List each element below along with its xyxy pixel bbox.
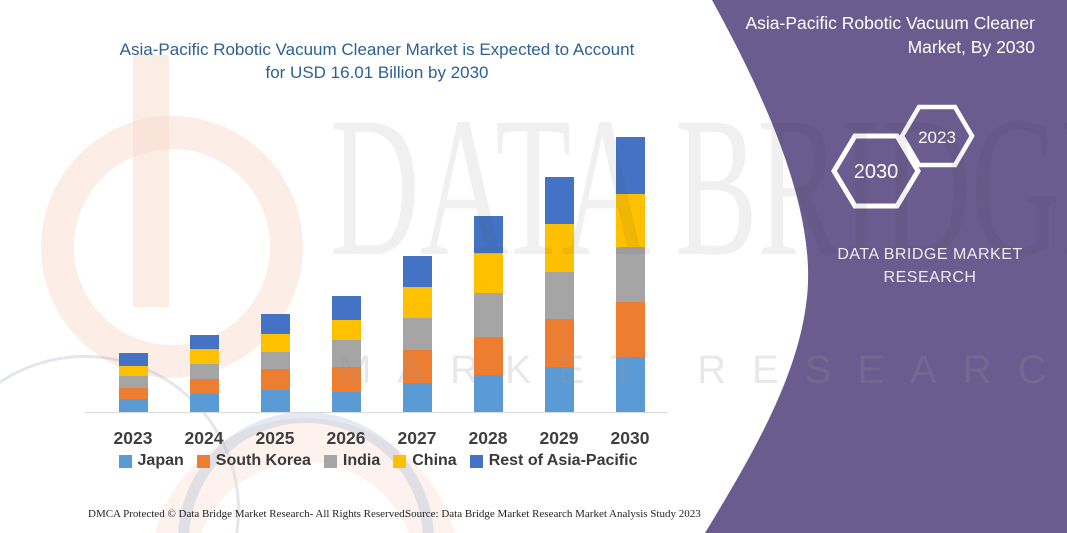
bar-segment-japan-2029 <box>544 366 574 412</box>
bar-segment-india-2030 <box>615 247 645 303</box>
brand-name-line2: RESEARCH <box>883 269 977 286</box>
bar-segment-rest-of-asia-pacific-2030 <box>615 137 645 194</box>
bar-segment-china-2030 <box>615 193 645 248</box>
bar-segment-south-korea-2024 <box>189 378 219 395</box>
legend-label-japan: Japan <box>137 452 184 469</box>
chart-title: Asia-Pacific Robotic Vacuum Cleaner Mark… <box>88 38 666 84</box>
bar-segment-india-2026 <box>331 340 361 367</box>
bar-segment-india-2027 <box>402 317 432 351</box>
bar-segment-rest-of-asia-pacific-2026 <box>331 295 361 320</box>
source-text: Source: Data Bridge Market Research Mark… <box>405 508 701 520</box>
bar-segment-rest-of-asia-pacific-2028 <box>473 215 503 254</box>
bar-segment-india-2025 <box>260 352 290 369</box>
legend-label-india: India <box>342 452 381 469</box>
legend-item-china: China <box>393 452 457 470</box>
legend-swatch-south-korea <box>196 454 210 468</box>
bar-segment-china-2026 <box>331 319 361 341</box>
x-axis-label-2023: 2023 <box>113 428 153 448</box>
legend-item-rest-of-asia-pacific: Rest of Asia-Pacific <box>469 452 638 470</box>
x-axis-label-2028: 2028 <box>468 428 508 448</box>
x-axis-label-2024: 2024 <box>184 428 224 448</box>
bar-segment-rest-of-asia-pacific-2024 <box>189 334 219 349</box>
bar-segment-china-2028 <box>473 253 503 294</box>
bar-segment-south-korea-2030 <box>615 302 645 358</box>
bar-segment-south-korea-2023 <box>118 387 148 400</box>
bar-segment-japan-2030 <box>615 357 645 412</box>
bar-segment-rest-of-asia-pacific-2025 <box>260 313 290 334</box>
bar-segment-south-korea-2027 <box>402 350 432 383</box>
legend-label-china: China <box>412 452 457 469</box>
x-axis-label-2025: 2025 <box>255 428 295 448</box>
bar-segment-rest-of-asia-pacific-2029 <box>544 177 574 225</box>
legend-swatch-japan <box>118 454 132 468</box>
legend-item-south-korea: South Korea <box>196 452 311 470</box>
x-axis-label-2027: 2027 <box>397 428 437 448</box>
hexagon-2023 <box>899 104 975 168</box>
brand-name-line1: DATA BRIDGE MARKET <box>837 246 1023 263</box>
bar-segment-china-2023 <box>118 366 148 376</box>
bar-segment-china-2025 <box>260 333 290 353</box>
bar-segment-india-2023 <box>118 375 148 388</box>
hexagon-2030 <box>831 133 921 209</box>
bar-segment-japan-2024 <box>189 394 219 412</box>
x-axis-line <box>85 412 668 413</box>
legend-label-south-korea: South Korea <box>215 452 311 469</box>
bar-segment-south-korea-2026 <box>331 366 361 393</box>
bar-segment-south-korea-2029 <box>544 319 574 367</box>
legend-item-india: India <box>323 452 381 470</box>
bar-segment-china-2027 <box>402 287 432 318</box>
bar-segment-japan-2028 <box>473 375 503 412</box>
panel-title: Asia-Pacific Robotic Vacuum Cleaner Mark… <box>700 11 1035 59</box>
legend: Japan South Korea India China Rest of Asia-P… <box>88 452 668 470</box>
hexagon-2023-label: 2023 <box>918 128 956 147</box>
dmca-copyright-text: DMCA Protected © Data Bridge Market Rese… <box>88 508 408 520</box>
bar-segment-japan-2026 <box>331 392 361 412</box>
x-axis-label-2026: 2026 <box>326 428 366 448</box>
bar-segment-rest-of-asia-pacific-2027 <box>402 255 432 288</box>
bar-segment-china-2029 <box>544 224 574 272</box>
bar-segment-south-korea-2025 <box>260 368 290 391</box>
hexagon-2030-label: 2030 <box>854 161 899 183</box>
panel-title-line1: Asia-Pacific Robotic Vacuum Cleaner <box>745 13 1035 33</box>
legend-item-japan: Japan <box>118 452 184 470</box>
legend-swatch-rest-of-asia-pacific <box>469 454 483 468</box>
brand-name: DATA BRIDGE MARKET RESEARCH <box>805 243 1055 289</box>
bar-segment-japan-2023 <box>118 399 148 412</box>
bar-segment-india-2024 <box>189 364 219 379</box>
legend-label-rest-of-asia-pacific: Rest of Asia-Pacific <box>488 452 638 469</box>
bar-segment-india-2029 <box>544 272 574 320</box>
bar-segment-south-korea-2028 <box>473 336 503 376</box>
chart-title-line2: for USD 16.01 Billion by 2030 <box>265 63 489 82</box>
side-panel-shape <box>705 0 1067 533</box>
bar-segment-india-2028 <box>473 293 503 337</box>
legend-swatch-india <box>323 454 337 468</box>
bar-segment-japan-2025 <box>260 390 290 412</box>
bar-segment-china-2024 <box>189 348 219 365</box>
x-axis-label-2029: 2029 <box>539 428 579 448</box>
x-axis-label-2030: 2030 <box>610 428 650 448</box>
panel-title-line2: Market, By 2030 <box>907 37 1035 57</box>
chart-title-line1: Asia-Pacific Robotic Vacuum Cleaner Mark… <box>119 40 635 59</box>
bar-segment-rest-of-asia-pacific-2023 <box>118 352 148 367</box>
legend-swatch-china <box>393 454 407 468</box>
bar-segment-japan-2027 <box>402 382 432 412</box>
